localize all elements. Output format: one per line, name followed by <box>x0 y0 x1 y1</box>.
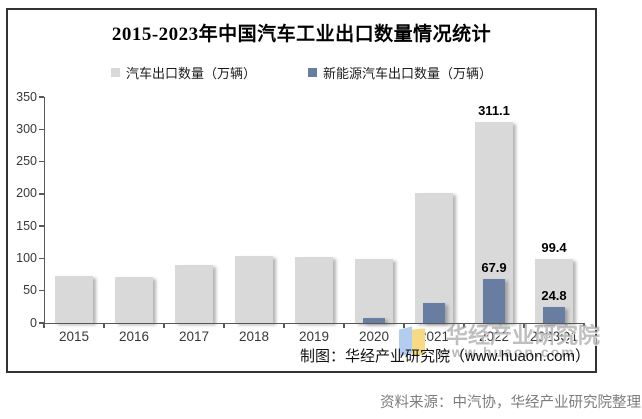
bar-auto-2019 <box>295 256 333 323</box>
bar-auto-2021 <box>415 192 453 323</box>
x-axis-label-2023Q1: 2023Q1 <box>529 329 579 344</box>
bar-auto-2017 <box>175 265 213 323</box>
y-axis-label-350: 350 <box>16 89 37 104</box>
x-axis-label-2015: 2015 <box>58 329 90 344</box>
y-axis-label-0: 0 <box>30 315 37 330</box>
plot-area <box>44 97 585 324</box>
watermark-url-text: www.huaon.com <box>439 344 576 360</box>
y-axis-tick <box>39 289 44 292</box>
legend-item-auto-exports: 汽车出口数量（万辆） <box>110 63 256 82</box>
x-axis-tick <box>103 323 105 328</box>
x-axis-tick <box>223 323 225 328</box>
x-axis-tick <box>283 323 285 328</box>
bar-auto-2018 <box>235 255 273 323</box>
watermark-brand-text: 华经产业研究院 <box>446 323 601 348</box>
credit-line: 制图：华经产业研究院（www.huaon.com） <box>299 348 590 365</box>
bar-auto-2020 <box>355 258 393 323</box>
y-axis-tick <box>39 160 44 163</box>
legend: 汽车出口数量（万辆） 新能源汽车出口数量（万辆） <box>8 63 595 82</box>
data-label-nev-2023Q1: 24.8 <box>541 287 567 303</box>
legend-swatch-auto-icon <box>110 68 120 77</box>
bar-nev-2022 <box>483 279 505 323</box>
x-axis-tick <box>523 323 525 328</box>
bar-auto-2016 <box>115 277 153 323</box>
x-axis-label-2020: 2020 <box>358 329 390 344</box>
x-axis-tick <box>43 323 45 328</box>
x-axis-label-2018: 2018 <box>238 329 270 344</box>
x-axis-tick <box>343 323 345 328</box>
source-line: 资料来源：中汽协，华经产业研究院整理 <box>380 395 641 411</box>
bar-nev-2023Q1 <box>543 306 565 323</box>
data-label-nev-2022: 67.9 <box>481 260 507 276</box>
chart-title: 2015-2023年中国汽车工业出口数量情况统计 <box>111 24 492 45</box>
y-axis-label-200: 200 <box>16 186 37 201</box>
bar-nev-2021 <box>423 302 445 323</box>
legend-label-nev: 新能源汽车出口数量（万辆） <box>323 66 493 81</box>
x-axis-tick <box>163 323 165 328</box>
bar-nev-2020 <box>363 318 385 323</box>
y-axis-label-100: 100 <box>16 250 37 265</box>
y-axis-tick <box>39 257 44 260</box>
x-axis-tick <box>403 323 405 328</box>
y-axis-tick <box>39 128 44 131</box>
x-axis-label-2016: 2016 <box>118 329 150 344</box>
legend-swatch-nev-icon <box>308 68 317 77</box>
x-axis-label-2017: 2017 <box>178 329 210 344</box>
legend-label-auto: 汽车出口数量（万辆） <box>125 66 256 81</box>
data-label-auto-2023Q1: 99.4 <box>541 239 567 255</box>
y-axis-tick <box>39 193 44 195</box>
y-axis-tick <box>39 96 44 98</box>
bar-auto-2015 <box>55 275 93 323</box>
y-axis-label-250: 250 <box>16 154 37 169</box>
data-label-auto-2022: 311.1 <box>478 103 510 119</box>
chart-panel: 2015-2023年中国汽车工业出口数量情况统计 汽车出口数量（万辆） 新能源汽… <box>6 8 601 373</box>
x-axis-label-2022: 2022 <box>478 329 510 344</box>
x-axis-label-2021: 2021 <box>418 329 450 344</box>
y-axis-tick <box>39 322 44 324</box>
y-axis-label-150: 150 <box>16 218 37 233</box>
y-axis-tick <box>39 225 44 227</box>
x-axis-tick <box>463 323 465 328</box>
x-axis-tick <box>583 323 585 328</box>
y-axis-label-50: 50 <box>23 283 37 298</box>
x-axis-label-2019: 2019 <box>298 329 330 344</box>
y-axis-label-300: 300 <box>16 121 37 136</box>
legend-item-nev-exports: 新能源汽车出口数量（万辆） <box>308 63 492 82</box>
